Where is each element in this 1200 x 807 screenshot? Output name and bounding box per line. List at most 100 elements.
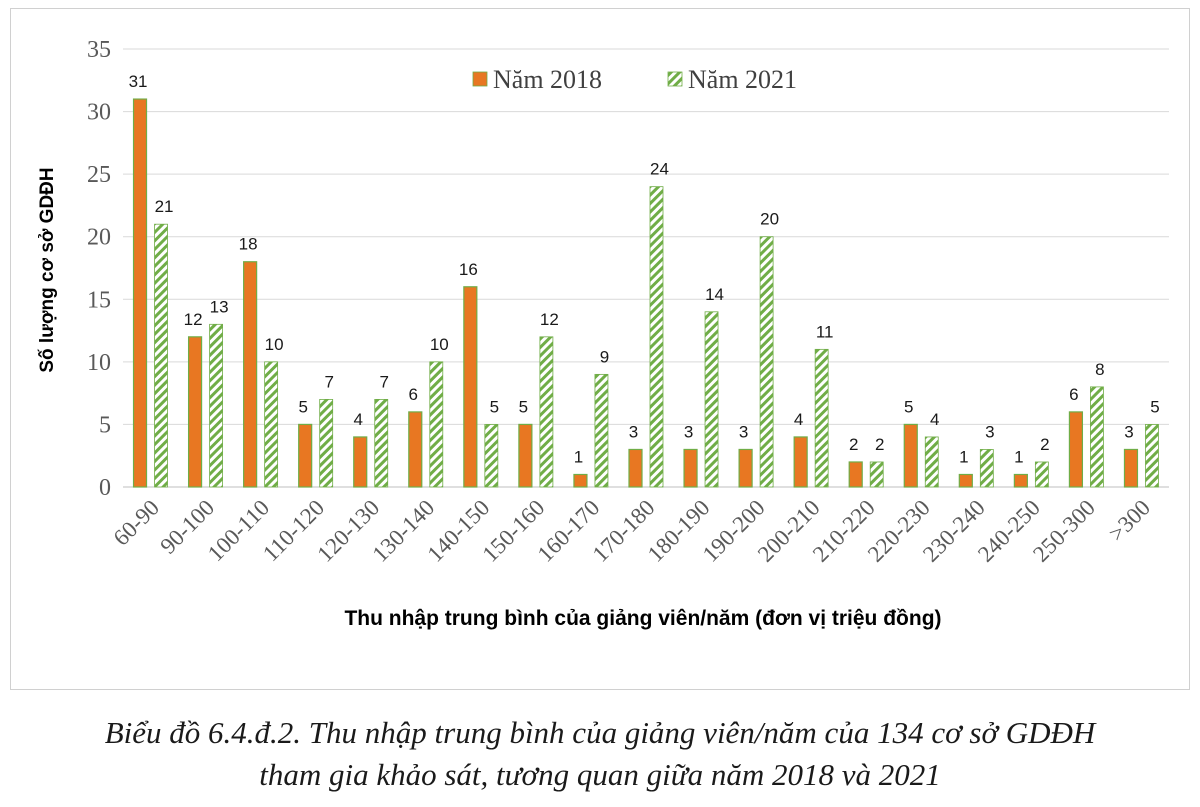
gridlines (123, 48, 1169, 488)
bar-2018 (1123, 448, 1139, 488)
data-label-2018: 1 (959, 447, 968, 466)
data-label-2021: 12 (540, 310, 559, 329)
bar-2021 (539, 336, 554, 488)
bar-2021 (1145, 424, 1159, 488)
bars (132, 98, 1159, 488)
data-label-2021: 20 (760, 210, 779, 229)
y-tick-label: 15 (87, 287, 111, 313)
y-tick-label: 25 (87, 162, 111, 188)
bar-2021 (869, 461, 884, 488)
data-label-2021: 7 (324, 372, 333, 391)
bar-2021 (429, 361, 444, 488)
data-label-2018: 16 (459, 260, 478, 279)
x-tick-labels: 60-9090-100100-110110-120120-130130-1401… (108, 495, 1155, 567)
bar-2021 (1034, 461, 1049, 488)
legend-swatch (667, 71, 683, 87)
data-label-2021: 10 (265, 335, 284, 354)
data-label-2018: 3 (629, 422, 638, 441)
data-label-2018: 5 (519, 397, 528, 416)
caption-line-2: tham gia khảo sát, tương quan giữa năm 2… (259, 757, 941, 792)
data-label-2018: 3 (1124, 422, 1133, 441)
data-label-2021: 10 (430, 335, 449, 354)
y-tick-label: 10 (87, 350, 111, 376)
bar-2018 (298, 423, 313, 488)
bar-2021 (209, 323, 223, 488)
bar-2018 (628, 448, 643, 488)
legend-label: Năm 2021 (688, 65, 797, 94)
data-label-2021: 3 (985, 422, 994, 441)
data-label-2021: 2 (1040, 435, 1049, 454)
bar-2018 (573, 473, 588, 488)
bar-2018 (793, 436, 808, 488)
data-label-2018: 5 (904, 397, 913, 416)
y-tick-label: 35 (87, 37, 111, 63)
data-label-2018: 1 (574, 447, 583, 466)
bar-2018 (132, 98, 148, 488)
bar-2018 (243, 261, 258, 488)
bar-2021 (814, 348, 829, 488)
data-label-2018: 4 (794, 410, 803, 429)
bar-2018 (353, 436, 368, 488)
data-label-2021: 2 (875, 435, 884, 454)
bar-2018 (408, 411, 423, 488)
data-label-2021: 5 (1150, 397, 1159, 416)
data-label-2021: 8 (1095, 360, 1104, 379)
y-tick-label: 20 (87, 225, 111, 251)
bar-2018 (903, 423, 918, 488)
y-tick-label: 5 (99, 412, 111, 438)
y-tick-label: 30 (87, 100, 111, 126)
data-label-2018: 3 (684, 422, 693, 441)
y-tick-labels: 0 5 10 15 20 25 30 35 (87, 37, 111, 501)
data-label-2018: 12 (184, 310, 203, 329)
bar-2021 (759, 236, 774, 488)
legend-swatch (472, 71, 488, 87)
bar-2018 (958, 473, 973, 488)
bar-2018 (463, 286, 478, 488)
legend: Năm 2018 Năm 2021 (472, 65, 797, 94)
data-label-2021: 9 (600, 347, 609, 366)
bar-2021 (484, 424, 499, 488)
data-label-2018: 18 (239, 235, 258, 254)
data-label-2018: 3 (739, 422, 748, 441)
y-axis-title: Số lượng cơ sở GDĐH (37, 167, 58, 372)
x-axis-title: Thu nhập trung bình của giảng viên/năm (… (344, 607, 941, 630)
bar-2021 (374, 398, 389, 488)
x-tick-label: 250-300 (1028, 495, 1100, 567)
bar-2021 (979, 449, 994, 488)
bar-2018 (1068, 411, 1084, 488)
bar-2021 (1090, 386, 1104, 488)
figure-caption: Biểu đồ 6.4.đ.2. Thu nhập trung bình của… (0, 712, 1200, 796)
x-tick-label: 100-110 (203, 495, 274, 566)
bar-2021 (319, 398, 334, 488)
bar-2018 (738, 448, 753, 488)
data-label-2021: 21 (155, 197, 174, 216)
data-label-2018: 1 (1014, 447, 1023, 466)
bar-2021 (704, 311, 719, 488)
bar-2021 (649, 186, 664, 488)
caption-line-1: Biểu đồ 6.4.đ.2. Thu nhập trung bình của… (104, 715, 1096, 750)
legend-label: Năm 2018 (493, 65, 602, 94)
data-label-2018: 6 (409, 385, 418, 404)
data-label-2021: 14 (705, 285, 724, 304)
bar-2018 (1013, 473, 1028, 488)
data-label-2018: 2 (849, 435, 858, 454)
y-tick-label: 0 (99, 475, 111, 501)
data-label-2018: 6 (1069, 385, 1078, 404)
data-label-2018: 5 (298, 397, 307, 416)
bar-2018 (187, 336, 203, 488)
bar-2021 (264, 361, 279, 488)
data-label-2021: 7 (380, 372, 389, 391)
bar-2018 (848, 461, 863, 488)
data-label-2021: 24 (650, 160, 669, 179)
data-label-2021: 13 (210, 297, 229, 316)
data-label-2021: 4 (930, 410, 939, 429)
data-label-2018: 4 (354, 410, 363, 429)
bar-2018 (683, 448, 698, 488)
data-label-2021: 5 (490, 397, 499, 416)
bar-2021 (154, 223, 168, 488)
x-tick-label: >300 (1104, 495, 1155, 546)
chart-frame: 31 21 12 13 18 10 5 7 4 7 6 10 16 5 5 12 1 9 3 24 3 14 3 20 4 11 2… (10, 8, 1190, 690)
bar-2021 (924, 436, 939, 488)
